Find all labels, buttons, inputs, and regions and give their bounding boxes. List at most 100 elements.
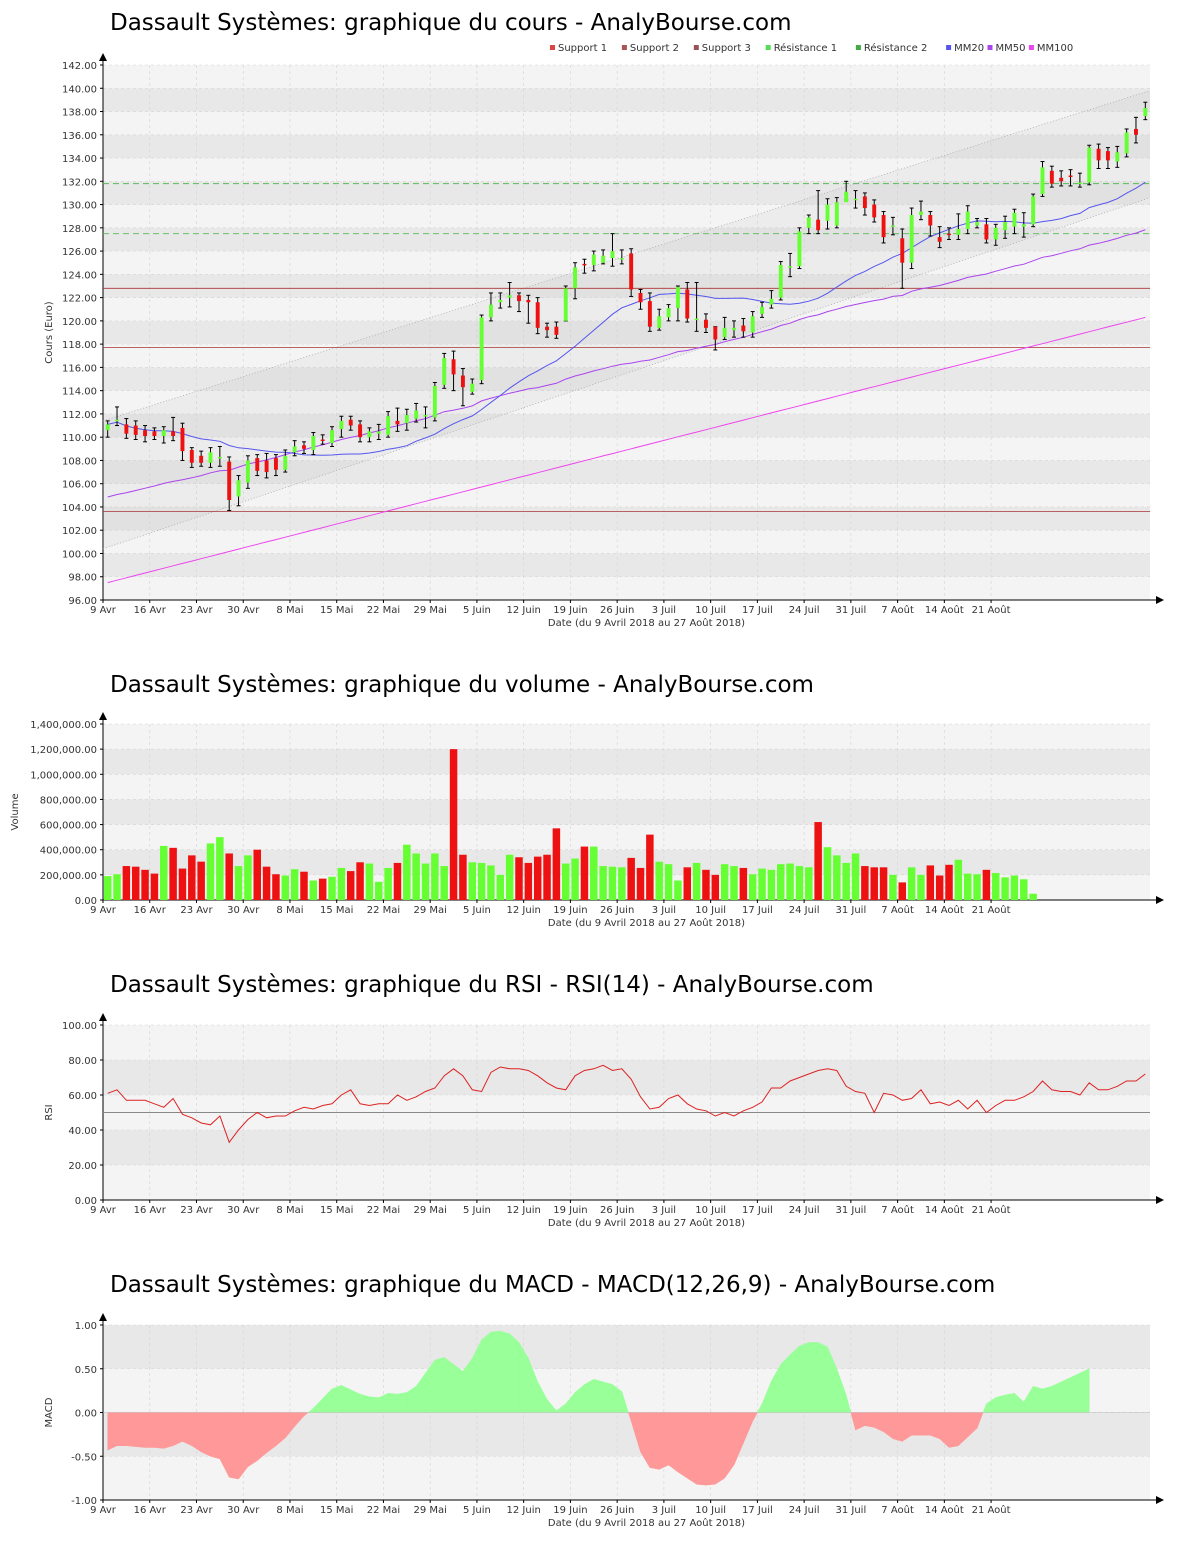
candle-body bbox=[1003, 222, 1008, 231]
macd-xtick-label: 19 Juin bbox=[553, 1505, 587, 1516]
volume-bar bbox=[730, 866, 738, 900]
volume-bar bbox=[487, 865, 495, 900]
candle-body bbox=[834, 202, 839, 226]
candle-body bbox=[975, 222, 980, 226]
volume-y-axis-arrow bbox=[99, 712, 107, 720]
volume-bar bbox=[253, 849, 261, 900]
candle-body bbox=[1059, 177, 1064, 182]
candle-body bbox=[1021, 224, 1026, 227]
volume-bar bbox=[963, 873, 972, 900]
volume-bar bbox=[431, 853, 439, 900]
macd-area-segment bbox=[359, 1393, 370, 1413]
volume-bar bbox=[169, 847, 177, 900]
volume-bar bbox=[823, 847, 832, 900]
rsi-xtick-label: 14 Août bbox=[925, 1204, 964, 1216]
volume-bar bbox=[244, 855, 252, 900]
macd-area-segment bbox=[387, 1392, 398, 1413]
candle-body bbox=[919, 211, 923, 216]
volume-bar bbox=[300, 871, 308, 900]
rsi-x-axis-title: Date (du 9 Avril 2018 au 27 Août 2018) bbox=[548, 1217, 745, 1229]
candle-body bbox=[760, 306, 765, 314]
volume-bar bbox=[262, 866, 271, 900]
volume-bar bbox=[393, 862, 402, 900]
macd-area-segment bbox=[808, 1342, 819, 1413]
candle-body bbox=[199, 455, 204, 463]
volume-bar bbox=[720, 864, 729, 900]
candle-body bbox=[657, 316, 662, 328]
volume-bar bbox=[515, 857, 523, 900]
volume-bar bbox=[646, 834, 654, 900]
macd-area-segment bbox=[789, 1345, 800, 1413]
volume-bar bbox=[365, 863, 374, 900]
price-xtick-label: 21 Août bbox=[972, 604, 1011, 616]
price-band bbox=[103, 181, 1150, 205]
candle-body bbox=[694, 318, 699, 321]
volume-bar bbox=[234, 866, 243, 900]
macd-y-axis-title: MACD bbox=[44, 1397, 55, 1427]
candle-body bbox=[311, 436, 316, 450]
volume-bar bbox=[552, 828, 561, 900]
volume-x-axis-arrow bbox=[1156, 896, 1164, 904]
macd-area-segment bbox=[434, 1357, 445, 1413]
legend-swatch bbox=[1028, 45, 1034, 50]
price-x-axis-title: Date (du 9 Avril 2018 au 27 Août 2018) bbox=[548, 617, 745, 629]
candle-body bbox=[217, 456, 222, 459]
rsi-xtick-label: 17 Juil bbox=[742, 1205, 773, 1216]
macd-area-segment bbox=[481, 1331, 492, 1413]
macd-xtick-label: 24 Juil bbox=[789, 1505, 820, 1516]
volume-bar bbox=[122, 866, 131, 900]
volume-bar bbox=[1020, 879, 1028, 900]
macd-area-segment bbox=[677, 1412, 688, 1479]
volume-band bbox=[103, 749, 1150, 775]
legend-swatch bbox=[946, 45, 952, 50]
macd-area-segment bbox=[500, 1330, 510, 1413]
candle-body bbox=[236, 480, 241, 497]
macd-area-segment bbox=[948, 1412, 959, 1448]
candle-body bbox=[358, 424, 363, 438]
volume-bar bbox=[861, 866, 869, 900]
macd-xtick-label: 10 Juil bbox=[695, 1505, 726, 1516]
price-band bbox=[103, 111, 1150, 135]
price-xtick-label: 23 Avr bbox=[180, 605, 213, 616]
candle-body bbox=[947, 233, 951, 236]
macd-chart-title: Dassault Systèmes: graphique du MACD - M… bbox=[110, 1272, 996, 1298]
price-xtick-label: 30 Avr bbox=[227, 605, 260, 616]
legend-swatch bbox=[855, 45, 861, 50]
candle-body bbox=[601, 255, 606, 263]
price-band bbox=[103, 483, 1150, 507]
candle-body bbox=[732, 327, 736, 331]
rsi-band bbox=[103, 1130, 1150, 1165]
volume-bar bbox=[505, 854, 514, 900]
volume-bar bbox=[973, 874, 981, 900]
macd-x-axis-arrow bbox=[1156, 1496, 1164, 1504]
volume-band bbox=[103, 824, 1150, 850]
candle-body bbox=[545, 326, 550, 331]
candle-body bbox=[937, 237, 942, 242]
candle-body bbox=[629, 253, 634, 290]
price-ytick-label: 142.00 bbox=[62, 61, 97, 72]
macd-area-segment bbox=[1070, 1372, 1081, 1413]
volume-bar bbox=[926, 865, 935, 900]
price-band bbox=[103, 297, 1150, 321]
legend-swatch bbox=[621, 45, 627, 50]
volume-bar bbox=[814, 822, 822, 900]
macd-area-segment bbox=[116, 1412, 127, 1446]
macd-area-segment bbox=[1042, 1385, 1053, 1413]
macd-area-segment bbox=[443, 1356, 454, 1413]
candle-body bbox=[816, 219, 821, 231]
candle-body bbox=[844, 191, 849, 203]
volume-bar bbox=[150, 873, 159, 900]
macd-area-segment bbox=[210, 1412, 221, 1460]
volume-bar bbox=[571, 858, 579, 900]
volume-bar bbox=[524, 862, 533, 900]
volume-bar bbox=[412, 853, 420, 900]
volume-ytick-label: 200,000.00 bbox=[40, 871, 97, 882]
volume-bar bbox=[777, 864, 785, 900]
macd-area-segment bbox=[1079, 1368, 1090, 1413]
candle-body bbox=[638, 292, 643, 303]
macd-xtick-label: 17 Juil bbox=[742, 1505, 773, 1516]
volume-bar bbox=[309, 880, 318, 900]
candle-body bbox=[507, 295, 512, 298]
rsi-xtick-label: 29 Mai bbox=[413, 1205, 446, 1216]
candle-body bbox=[769, 298, 774, 305]
